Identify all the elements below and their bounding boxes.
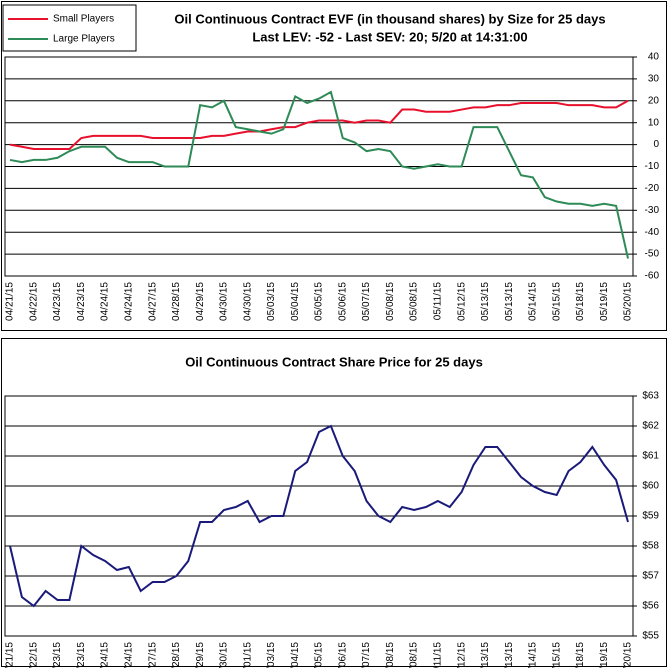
x-tick-label: 04/21/15	[5, 282, 16, 321]
x-tick-label: 04/28/15	[171, 282, 182, 321]
x-tick-label: 05/03/15	[266, 282, 277, 321]
x-tick-label: 04/29/15	[195, 642, 206, 668]
x-tick-label: 05/15/15	[551, 282, 562, 321]
x-tick-label: 05/06/15	[337, 282, 348, 321]
x-tick-label: 04/22/15	[28, 642, 39, 668]
legend-label: Small Players	[53, 14, 114, 25]
y-tick-label: $60	[642, 481, 659, 492]
legend-box	[2, 4, 137, 52]
x-tick-label: 05/13/15	[480, 282, 491, 321]
x-tick-label: 05/18/15	[575, 282, 586, 321]
x-tick-label: 05/01/15	[242, 642, 253, 668]
y-tick-label: $61	[642, 451, 659, 462]
x-tick-label: 05/04/15	[290, 282, 301, 321]
y-tick-label: $59	[642, 511, 659, 522]
x-tick-label: 04/29/15	[195, 282, 206, 321]
x-tick-label: 05/14/15	[528, 642, 539, 668]
x-tick-label: 05/13/15	[504, 282, 515, 321]
chart-title: Oil Continuous Contract Share Price for …	[185, 354, 483, 369]
x-tick-label: 04/24/15	[123, 282, 134, 321]
x-tick-label: 05/18/15	[575, 642, 586, 668]
x-tick-label: 04/24/15	[123, 642, 134, 668]
x-tick-label: 04/22/15	[28, 282, 39, 321]
x-tick-label: 05/07/15	[361, 282, 372, 321]
x-tick-label: 05/12/15	[456, 282, 467, 321]
y-tick-label: -20	[645, 183, 660, 194]
x-tick-label: 05/03/15	[266, 642, 277, 668]
x-tick-label: 05/15/15	[551, 642, 562, 668]
x-tick-label: 04/23/15	[52, 282, 63, 321]
x-tick-label: 05/11/15	[432, 282, 443, 321]
x-tick-label: 04/23/15	[52, 642, 63, 668]
y-tick-label: -10	[645, 161, 660, 172]
x-tick-label: 05/20/15	[623, 282, 634, 321]
x-tick-label: 05/11/15	[432, 642, 443, 668]
x-tick-label: 04/28/15	[171, 642, 182, 668]
y-tick-label: 10	[648, 117, 660, 128]
x-tick-label: 05/05/15	[314, 282, 325, 321]
x-tick-label: 05/08/15	[409, 282, 420, 321]
x-tick-label: 04/27/15	[147, 642, 158, 668]
legend-label: Large Players	[53, 34, 115, 45]
x-tick-label: 05/06/15	[337, 642, 348, 668]
x-tick-label: 05/19/15	[599, 282, 610, 321]
x-tick-label: 05/04/15	[290, 642, 301, 668]
x-tick-label: 04/30/15	[219, 642, 230, 668]
y-tick-label: $62	[642, 421, 659, 432]
y-tick-label: $63	[642, 391, 659, 402]
x-tick-label: 05/13/15	[480, 642, 491, 668]
x-tick-label: 05/07/15	[361, 642, 372, 668]
x-tick-label: 05/14/15	[528, 282, 539, 321]
x-tick-label: 04/21/15	[5, 642, 16, 668]
x-tick-label: 04/24/15	[100, 642, 111, 668]
y-tick-label: $57	[642, 571, 659, 582]
chart-subtitle: Last LEV: -52 - Last SEV: 20; 5/20 at 14…	[252, 29, 527, 44]
x-tick-label: 04/23/15	[76, 282, 87, 321]
chart-title: Oil Continuous Contract EVF (in thousand…	[174, 11, 605, 26]
series-line	[9, 90, 629, 259]
x-tick-label: 05/08/15	[409, 642, 420, 668]
series-line	[9, 99, 629, 150]
y-tick-label: -60	[645, 271, 660, 282]
x-tick-label: 05/19/15	[599, 642, 610, 668]
x-tick-label: 04/30/15	[242, 282, 253, 321]
y-tick-label: 40	[648, 52, 660, 63]
x-tick-label: 04/23/15	[76, 642, 87, 668]
x-tick-label: 05/13/15	[504, 642, 515, 668]
x-tick-label: 05/08/15	[385, 642, 396, 668]
y-tick-label: $56	[642, 601, 659, 612]
x-tick-label: 04/24/15	[100, 282, 111, 321]
y-tick-label: $55	[642, 631, 659, 642]
x-tick-label: 05/08/15	[385, 282, 396, 321]
y-tick-label: -40	[645, 227, 660, 238]
y-tick-label: -30	[645, 205, 660, 216]
x-tick-label: 05/05/15	[314, 642, 325, 668]
y-tick-label: 0	[653, 139, 659, 150]
series-line	[9, 424, 629, 608]
y-tick-label: -50	[645, 249, 660, 260]
x-tick-label: 04/30/15	[219, 282, 230, 321]
x-tick-label: 04/27/15	[147, 282, 158, 321]
y-tick-label: 30	[648, 74, 660, 85]
x-tick-label: 05/12/15	[456, 642, 467, 668]
y-tick-label: 20	[648, 95, 660, 106]
y-tick-label: $58	[642, 541, 659, 552]
x-tick-label: 05/20/15	[623, 642, 634, 668]
